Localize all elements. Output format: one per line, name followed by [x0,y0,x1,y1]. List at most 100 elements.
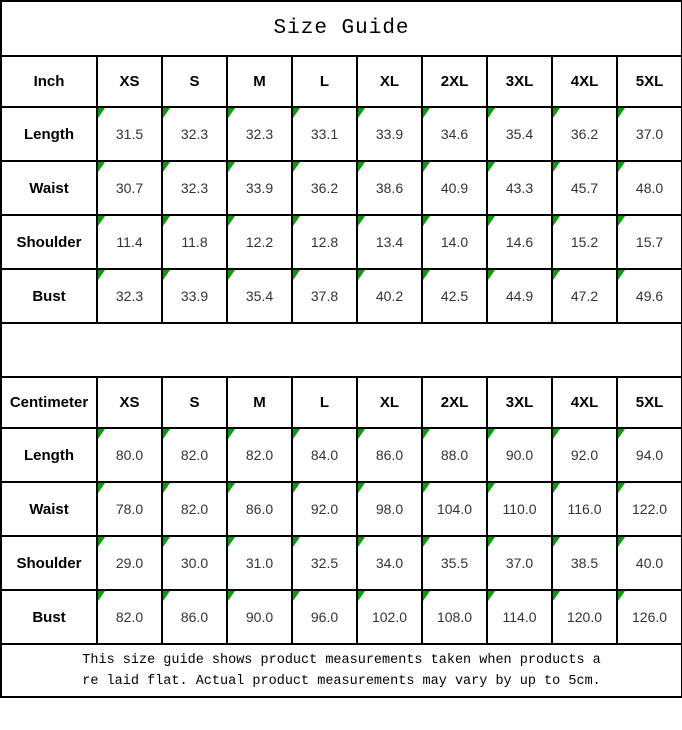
measurement-value: 34.6 [440,126,469,142]
size-column-header: S [161,376,228,429]
measurement-value: 33.9 [375,126,404,142]
measurement-cell: 30.7 [96,160,163,216]
measurement-value: 31.5 [115,126,144,142]
table-row: Shoulder 29.0 30.0 31.0 32.5 34.0 35.5 37.0 38.5… [0,535,682,591]
cell-flag-triangle-icon [553,216,560,226]
measurement-value: 49.6 [635,288,664,304]
measurement-value: 15.7 [635,234,664,250]
cell-flag-triangle-icon [228,270,235,280]
measurement-cell: 40.9 [421,160,488,216]
measurement-cell: 35.5 [421,535,488,591]
table-row: Waist 78.0 82.0 86.0 92.0 98.0 104.0 110.0 116.0… [0,481,682,537]
measurement-value: 31.0 [245,555,274,571]
cell-flag-triangle-icon [423,483,430,493]
cell-flag-triangle-icon [618,429,625,439]
cell-flag-triangle-icon [293,429,300,439]
size-column-header: XS [96,55,163,108]
measurement-cell: 110.0 [486,481,553,537]
measurement-cell: 33.9 [356,106,423,162]
measurement-value: 11.4 [116,234,143,250]
size-column-header: 4XL [551,55,618,108]
cell-flag-triangle-icon [293,108,300,118]
measurement-value: 15.2 [570,234,599,250]
size-column-header: XS [96,376,163,429]
measurement-value: 82.0 [115,609,144,625]
measurement-value: 42.5 [440,288,469,304]
measurement-cell: 35.4 [226,268,293,324]
measurement-value: 94.0 [635,447,664,463]
measurement-cell: 45.7 [551,160,618,216]
size-column-header: 3XL [486,376,553,429]
table-row: Shoulder 11.4 11.8 12.2 12.8 13.4 14.0 14.6 15.2… [0,214,682,270]
size-guide-table: Size Guide Inch XS S M L XL 2XL 3XL 4XL 5XL Length… [0,0,682,698]
measurement-cell: 90.0 [486,427,553,483]
measurement-cell: 33.1 [291,106,358,162]
gap-cell [0,322,682,378]
footer-note: This size guide shows product measuremen… [0,643,682,698]
measurement-cell: 114.0 [486,589,553,645]
cell-flag-triangle-icon [488,108,495,118]
measurement-value: 35.5 [440,555,469,571]
measurement-value: 86.0 [180,609,209,625]
cell-flag-triangle-icon [98,108,105,118]
measurement-cell: 32.3 [161,160,228,216]
measurement-value: 90.0 [245,609,274,625]
table-row: Length 80.0 82.0 82.0 84.0 86.0 88.0 90.0 92.0 94… [0,427,682,483]
row-label: Shoulder [0,214,98,270]
measurement-cell: 34.6 [421,106,488,162]
measurement-value: 120.0 [566,609,603,625]
measurement-cell: 34.0 [356,535,423,591]
measurement-cell: 84.0 [291,427,358,483]
measurement-cell: 126.0 [615,589,682,645]
cell-flag-triangle-icon [618,270,625,280]
measurement-cell: 31.5 [96,106,163,162]
measurement-cell: 122.0 [615,481,682,537]
measurement-cell: 32.5 [291,535,358,591]
measurement-cell: 33.9 [161,268,228,324]
cell-flag-triangle-icon [228,537,235,547]
cell-flag-triangle-icon [553,429,560,439]
measurement-cell: 43.3 [486,160,553,216]
measurement-value: 37.0 [505,555,534,571]
measurement-cell: 47.2 [551,268,618,324]
measurement-value: 48.0 [635,180,664,196]
measurement-cell: 108.0 [421,589,488,645]
cell-flag-triangle-icon [618,162,625,172]
cell-flag-triangle-icon [358,162,365,172]
measurement-value: 102.0 [371,609,408,625]
cell-flag-triangle-icon [228,162,235,172]
measurement-cell: 35.4 [486,106,553,162]
measurement-cell: 13.4 [356,214,423,270]
size-column-header: M [226,376,293,429]
cell-flag-triangle-icon [293,270,300,280]
row-label: Bust [0,589,98,645]
size-column-header: 2XL [421,55,488,108]
unit-label: Inch [0,55,98,108]
measurement-value: 108.0 [436,609,473,625]
measurement-value: 86.0 [245,501,274,517]
measurement-value: 38.5 [570,555,599,571]
measurement-value: 82.0 [180,447,209,463]
measurement-value: 32.3 [245,126,274,142]
measurement-value: 104.0 [436,501,473,517]
size-column-header: L [291,55,358,108]
size-column-header: XL [356,376,423,429]
cell-flag-triangle-icon [358,591,365,601]
cell-flag-triangle-icon [228,108,235,118]
measurement-cell: 29.0 [96,535,163,591]
cell-flag-triangle-icon [163,429,170,439]
measurement-value: 11.8 [181,234,208,250]
measurement-value: 12.8 [310,234,339,250]
measurement-value: 122.0 [632,501,668,517]
measurement-value: 96.0 [310,609,339,625]
measurement-value: 78.0 [115,501,144,517]
measurement-cell: 82.0 [161,427,228,483]
measurement-value: 32.3 [180,180,209,196]
measurement-value: 30.0 [180,555,209,571]
measurement-value: 33.9 [245,180,274,196]
cell-flag-triangle-icon [228,429,235,439]
table-row: Bust 32.3 33.9 35.4 37.8 40.2 42.5 44.9 47.2 49.6 [0,268,682,324]
measurement-cell: 12.8 [291,214,358,270]
footer-note-line-1: This size guide shows product measuremen… [82,652,601,668]
measurement-value: 33.9 [180,288,209,304]
